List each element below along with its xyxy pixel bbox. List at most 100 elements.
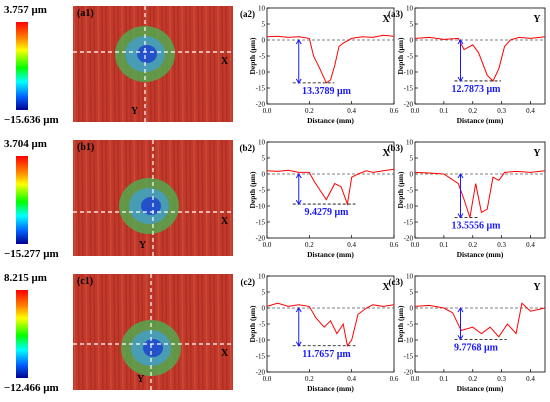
depth-profile-chart: 10 5 0 -5 -10 -15 -20 0.0 0.2 0.4 0.6 Distance (mm)… xyxy=(241,272,399,402)
colorbar xyxy=(16,156,28,244)
figure-row: 8.215 μm −12.466 μm (c1) X Y 10 5 0 -5 -10 -15 -20 0… xyxy=(0,268,550,402)
x-tick-label: 0.4 xyxy=(347,375,356,383)
colorbar xyxy=(16,290,28,378)
chart-svg: 10 5 0 -5 -10 -15 -200.0 0.1 0.2 0.3 0.4 Distance (… xyxy=(388,139,546,259)
y-tick-label: 10 xyxy=(406,5,414,13)
chart-svg: 10 5 0 -5 -10 -15 -200.0 0.2 0.4 0.6 Distance (mm)… xyxy=(240,5,399,126)
surface-map: (b1) X Y xyxy=(73,140,233,256)
y-tick-label: -20 xyxy=(404,369,414,377)
map-x-line-label: X xyxy=(221,348,229,359)
x-tick-label: 0.2 xyxy=(468,375,477,383)
depth-value-label: 11.7657 μm xyxy=(302,349,351,360)
y-axis-label: Depth (μm) xyxy=(396,305,405,342)
depth-profile-chart: 10 5 0 -5 -10 -15 -20 0.0 0.2 0.4 0.6 Distance (mm)… xyxy=(240,138,399,268)
plot-panel-label: (c3) xyxy=(389,277,404,287)
y-tick-label: -5 xyxy=(407,187,413,195)
y-tick-label: -10 xyxy=(256,203,266,211)
y-tick-label: -10 xyxy=(404,337,414,345)
plot-panel-label: (a3) xyxy=(388,9,403,19)
y-tick-label: 10 xyxy=(258,5,266,13)
chart-svg: 10 5 0 -5 -10 -15 -200.0 0.2 0.4 0.6 Distance (mm)… xyxy=(240,139,399,260)
map-x-line-label: X xyxy=(221,216,229,227)
surface-map: (a1) X Y xyxy=(73,6,233,122)
y-tick-label: -20 xyxy=(404,235,414,243)
y-tick-label: -15 xyxy=(256,353,266,361)
colorbar xyxy=(16,22,28,110)
y-tick-label: -15 xyxy=(404,219,414,227)
x-axis-label: Distance (mm) xyxy=(457,116,504,125)
y-tick-label: -5 xyxy=(259,53,265,61)
y-tick-label: 5 xyxy=(262,21,266,29)
depth-profile-line xyxy=(414,170,546,218)
y-tick-label: 10 xyxy=(258,139,266,147)
y-tick-label: -10 xyxy=(404,69,414,77)
y-tick-label: -15 xyxy=(404,85,414,93)
y-tick-label: -5 xyxy=(259,321,265,329)
colorbar-max-label: 3.704 μm xyxy=(4,138,47,150)
y-tick-label: 0 xyxy=(410,37,414,45)
chart-svg: 10 5 0 -5 -10 -15 -200.0 0.1 0.2 0.3 0.4 Distance (… xyxy=(388,5,546,125)
colorbar-min-label: −12.466 μm xyxy=(4,382,59,394)
map-panel-label: (a1) xyxy=(77,8,94,19)
y-tick-label: -15 xyxy=(404,353,414,361)
y-tick-label: 5 xyxy=(262,289,266,297)
y-tick-label: 0 xyxy=(262,305,266,313)
colorbar-min-label: −15.636 μm xyxy=(4,114,59,126)
y-tick-label: 5 xyxy=(410,155,414,163)
x-tick-label: 0.4 xyxy=(347,107,356,115)
y-tick-label: -5 xyxy=(407,321,413,329)
y-tick-label: 0 xyxy=(410,305,414,313)
profile-axis-label: Y xyxy=(533,148,541,159)
colorbar-min-label: −15.277 μm xyxy=(4,248,59,260)
map-y-line-label: Y xyxy=(131,106,139,117)
x-tick-label: 0.3 xyxy=(497,241,506,249)
y-tick-label: 5 xyxy=(410,21,414,29)
colorbar-max-label: 3.757 μm xyxy=(4,4,47,16)
colorbar-max-label: 8.215 μm xyxy=(4,272,47,284)
y-tick-label: -20 xyxy=(256,101,266,109)
y-tick-label: 5 xyxy=(262,155,266,163)
x-tick-label: 0.1 xyxy=(440,375,449,383)
depth-profile-chart: 10 5 0 -5 -10 -15 -20 0.0 0.2 0.4 0.6 Distance (mm)… xyxy=(240,4,399,134)
x-tick-label: 0.0 xyxy=(411,107,420,115)
depth-profile-chart: 10 5 0 -5 -10 -15 -20 0.0 0.1 0.2 0.3 0.4 Distance (… xyxy=(388,138,549,268)
y-tick-label: -5 xyxy=(259,187,265,195)
x-tick-label: 0.4 xyxy=(347,241,356,249)
plot-panel-label: (b2) xyxy=(240,143,256,153)
plot-frame xyxy=(414,275,546,373)
y-tick-label: 10 xyxy=(406,139,414,147)
x-tick-label: 0.0 xyxy=(411,375,420,383)
depth-profile-line xyxy=(414,36,546,82)
profile-axis-label: X xyxy=(382,148,390,159)
y-axis-label: Depth (μm) xyxy=(396,37,405,74)
x-axis-label: Distance (mm) xyxy=(457,250,504,259)
y-axis-label: Depth (μm) xyxy=(396,171,405,208)
depth-value-label: 9.4279 μm xyxy=(305,207,350,218)
depth-value-label: 9.7768 μm xyxy=(454,342,499,353)
y-tick-label: 10 xyxy=(406,273,414,281)
depth-profile-chart: 10 5 0 -5 -10 -15 -20 0.0 0.1 0.2 0.3 0.4 Distance (… xyxy=(389,272,549,402)
y-tick-label: -10 xyxy=(256,337,266,345)
figure-row: 3.757 μm −15.636 μm (a1) X Y 10 5 0 -5 -10 -15 -20 0… xyxy=(0,0,550,134)
x-tick-label: 0.4 xyxy=(526,241,535,249)
chart-svg: 10 5 0 -5 -10 -15 -200.0 0.1 0.2 0.3 0.4 Distance (… xyxy=(389,273,546,393)
map-y-line-label: Y xyxy=(139,240,147,251)
x-tick-label: 0.1 xyxy=(440,241,449,249)
profile-axis-label: Y xyxy=(533,282,541,293)
x-tick-label: 0.2 xyxy=(305,241,314,249)
y-axis-label: Depth (μm) xyxy=(248,37,257,74)
y-tick-label: 0 xyxy=(262,171,266,179)
y-axis-label: Depth (μm) xyxy=(248,171,257,208)
depth-profile-line xyxy=(414,302,546,338)
y-tick-label: 5 xyxy=(410,289,414,297)
depth-profile-line xyxy=(266,168,395,207)
x-tick-label: 0.2 xyxy=(468,241,477,249)
x-tick-label: 0.3 xyxy=(497,375,506,383)
x-tick-label: 0.2 xyxy=(305,375,314,383)
x-tick-label: 0.0 xyxy=(411,241,420,249)
y-tick-label: -15 xyxy=(256,219,266,227)
y-tick-label: -20 xyxy=(404,101,414,109)
x-tick-label: 0.4 xyxy=(526,107,535,115)
x-tick-label: 0.2 xyxy=(468,107,477,115)
x-tick-label: 0.0 xyxy=(263,107,272,115)
